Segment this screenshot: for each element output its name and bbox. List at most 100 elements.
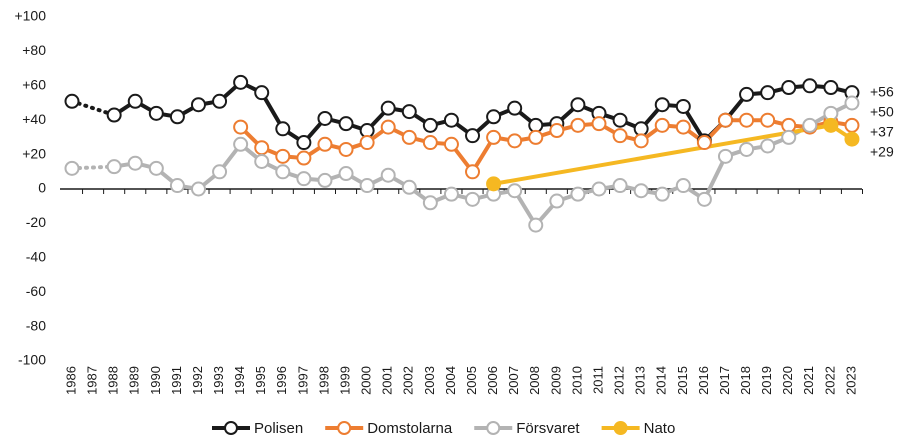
marker — [127, 155, 143, 171]
y-tick-label: +40 — [22, 111, 46, 127]
marker — [591, 181, 607, 197]
marker — [696, 135, 712, 151]
marker — [612, 112, 628, 128]
marker — [717, 148, 733, 164]
x-tick-label: 2023 — [843, 366, 858, 395]
marker — [612, 128, 628, 144]
marker — [465, 191, 481, 207]
marker — [106, 159, 122, 175]
marker — [654, 117, 670, 133]
marker — [443, 136, 459, 152]
marker — [359, 178, 375, 194]
x-tick-label: 1986 — [63, 366, 78, 395]
marker — [675, 98, 691, 114]
marker — [760, 138, 776, 154]
marker — [675, 119, 691, 135]
marker — [64, 160, 80, 176]
marker — [633, 133, 649, 149]
x-tick-label: 1994 — [232, 366, 247, 395]
legend-marker — [224, 421, 238, 435]
y-tick-label: +60 — [22, 77, 46, 93]
marker — [422, 117, 438, 133]
y-tick-label: +20 — [22, 145, 46, 161]
marker — [275, 148, 291, 164]
x-tick-label: 2014 — [654, 366, 669, 395]
marker — [465, 128, 481, 144]
legend-marker — [337, 421, 352, 435]
y-tick-label: -100 — [18, 352, 46, 368]
legend-label: Nato — [644, 420, 676, 437]
x-tick-label: 2016 — [696, 366, 711, 395]
x-tick-label: 2013 — [633, 366, 648, 395]
marker — [106, 107, 122, 123]
x-tick-label: 1988 — [106, 366, 121, 395]
x-tick-label: 2007 — [506, 366, 521, 395]
marker — [443, 112, 459, 128]
x-tick-label: 2000 — [359, 366, 374, 395]
marker — [422, 135, 438, 151]
marker — [507, 133, 523, 149]
x-tick-label: 1999 — [337, 366, 352, 395]
marker — [254, 140, 270, 156]
marker — [443, 186, 459, 202]
marker — [401, 129, 417, 145]
marker — [233, 136, 249, 152]
x-tick-label: 1996 — [274, 366, 289, 395]
marker — [760, 112, 776, 128]
y-tick-label: -60 — [26, 283, 46, 299]
marker — [823, 80, 839, 96]
x-tick-label: 1990 — [148, 366, 163, 395]
marker — [654, 97, 670, 113]
marker — [233, 119, 249, 135]
marker — [380, 167, 396, 183]
x-tick-label: 2017 — [717, 366, 732, 395]
legend-marker — [613, 421, 628, 435]
marker — [654, 186, 670, 202]
marker — [148, 105, 164, 121]
marker — [401, 179, 417, 195]
x-tick-label: 2001 — [380, 366, 395, 395]
marker — [380, 100, 396, 116]
marker — [465, 164, 481, 180]
marker — [254, 153, 270, 169]
x-tick-label: 1998 — [316, 366, 331, 395]
marker — [696, 191, 712, 207]
marker — [739, 112, 755, 128]
x-tick-label: 1995 — [253, 366, 268, 395]
marker — [717, 112, 733, 128]
marker — [591, 116, 607, 132]
x-tick-label: 2004 — [443, 366, 458, 395]
legend-label: Polisen — [254, 420, 303, 437]
marker — [338, 166, 354, 182]
marker — [296, 171, 312, 187]
marker — [781, 80, 797, 96]
x-tick-label: 1989 — [127, 366, 142, 395]
x-tick-label: 2006 — [485, 366, 500, 395]
marker — [169, 109, 185, 125]
marker — [338, 141, 354, 157]
marker — [275, 164, 291, 180]
marker — [317, 136, 333, 152]
marker — [296, 135, 312, 151]
marker — [317, 110, 333, 126]
marker — [233, 74, 249, 90]
legend-label: Försvaret — [516, 420, 580, 437]
marker — [169, 178, 185, 194]
end-label: +50 — [870, 103, 894, 119]
marker — [190, 97, 206, 113]
marker — [254, 85, 270, 101]
x-tick-label: 2020 — [780, 366, 795, 395]
marker — [844, 117, 860, 133]
marker — [380, 119, 396, 135]
marker — [760, 85, 776, 101]
x-tick-label: 2019 — [759, 366, 774, 395]
marker — [549, 123, 565, 139]
marker — [612, 178, 628, 194]
marker — [486, 109, 502, 125]
marker — [570, 97, 586, 113]
marker — [507, 183, 523, 199]
y-tick-label: -80 — [26, 317, 46, 333]
marker — [570, 117, 586, 133]
marker — [317, 172, 333, 188]
marker — [64, 93, 80, 109]
